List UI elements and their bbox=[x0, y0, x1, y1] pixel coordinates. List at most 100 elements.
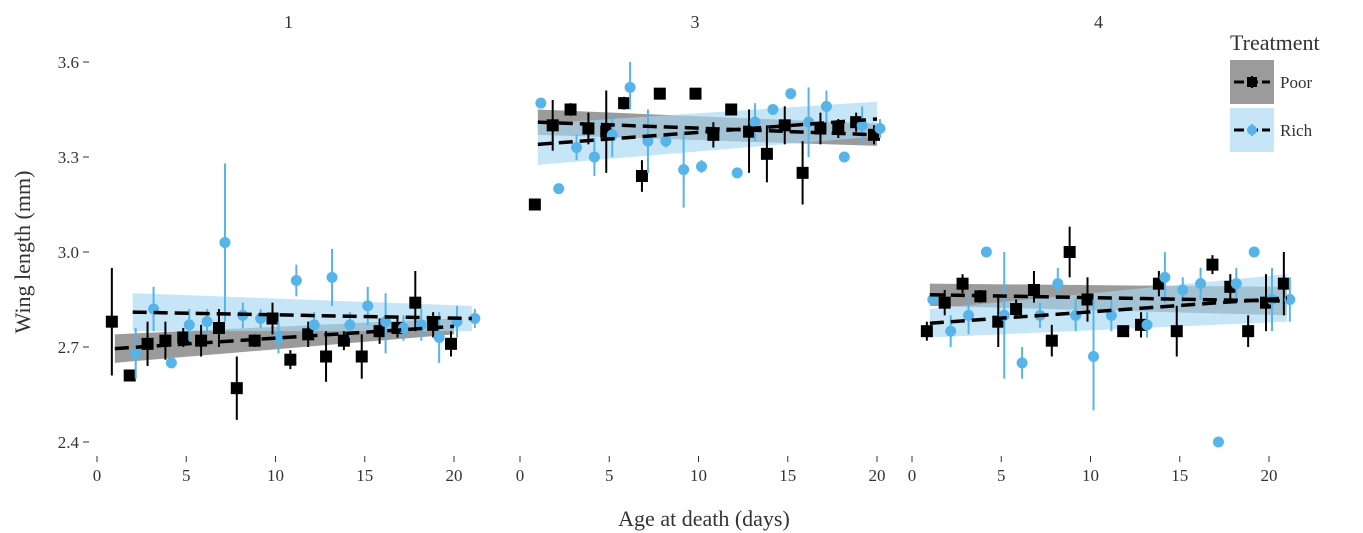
data-point-rich bbox=[838, 151, 850, 163]
fit-line-rich bbox=[132, 310, 472, 321]
data-point-rich bbox=[290, 275, 302, 286]
data-point-rich bbox=[588, 151, 600, 163]
x-tick-label: 15 bbox=[779, 466, 796, 485]
data-point-rich bbox=[696, 161, 707, 172]
x-tick-label: 20 bbox=[1261, 466, 1278, 485]
fit-line-poor bbox=[114, 324, 455, 351]
data-point-rich bbox=[273, 332, 284, 343]
data-point-poor bbox=[337, 334, 350, 347]
data-point-poor bbox=[760, 147, 773, 160]
data-point-rich bbox=[927, 294, 939, 305]
x-tick-label: 5 bbox=[997, 466, 1006, 485]
data-point-rich bbox=[201, 316, 213, 328]
data-point-rich bbox=[344, 319, 356, 331]
data-point-poor bbox=[778, 119, 791, 132]
data-point-rich bbox=[183, 319, 195, 331]
data-point-rich bbox=[469, 313, 481, 324]
data-point-rich bbox=[785, 88, 797, 100]
data-point-poor bbox=[689, 87, 702, 100]
data-point-poor bbox=[212, 322, 225, 334]
data-point-poor bbox=[832, 122, 845, 135]
legend-key-marker-poor bbox=[1247, 77, 1257, 87]
data-point-poor bbox=[920, 325, 933, 338]
data-point-rich bbox=[660, 135, 672, 147]
data-point-rich bbox=[1212, 436, 1224, 448]
x-tick-label: 5 bbox=[182, 466, 191, 485]
data-point-poor bbox=[230, 382, 243, 395]
y-tick-label: 3.3 bbox=[58, 148, 79, 167]
data-point-poor bbox=[653, 87, 666, 100]
data-point-poor bbox=[1242, 325, 1255, 338]
data-point-rich bbox=[130, 347, 142, 359]
x-tick-label: 20 bbox=[869, 466, 886, 485]
legend-label-rich: Rich bbox=[1280, 121, 1313, 140]
data-point-rich bbox=[945, 325, 957, 337]
data-point-poor bbox=[177, 331, 190, 344]
data-point-rich bbox=[326, 271, 338, 283]
fit-line-poor bbox=[537, 120, 878, 137]
data-point-poor bbox=[248, 334, 261, 347]
data-point-poor bbox=[320, 350, 333, 363]
data-point-poor bbox=[105, 315, 118, 328]
data-point-poor bbox=[1206, 258, 1219, 271]
data-point-rich bbox=[1230, 278, 1242, 290]
y-tick-label: 3.0 bbox=[58, 243, 79, 262]
fit-line-rich bbox=[537, 117, 878, 147]
data-point-poor bbox=[635, 170, 648, 182]
data-point-rich bbox=[553, 183, 565, 195]
data-point-rich bbox=[749, 116, 761, 128]
x-tick-label: 20 bbox=[446, 466, 463, 485]
data-point-rich bbox=[1141, 319, 1153, 331]
data-point-rich bbox=[1284, 294, 1296, 305]
data-point-poor bbox=[1081, 293, 1094, 306]
y-axis-title: Wing length (mm) bbox=[10, 171, 35, 334]
x-tick-label: 10 bbox=[690, 466, 707, 485]
fit-line-rich bbox=[929, 296, 1287, 325]
data-point-poor bbox=[123, 369, 136, 382]
facet-strip-label: 4 bbox=[1094, 12, 1103, 32]
data-point-rich bbox=[308, 319, 320, 331]
confidence-band-rich bbox=[929, 274, 1287, 338]
data-point-rich bbox=[571, 142, 583, 153]
facet-strip-label: 3 bbox=[691, 12, 700, 32]
data-point-rich bbox=[767, 104, 779, 115]
data-point-rich bbox=[219, 237, 231, 248]
data-point-poor bbox=[1027, 284, 1040, 296]
data-point-poor bbox=[445, 337, 457, 350]
data-point-rich bbox=[820, 100, 832, 112]
data-point-rich bbox=[980, 246, 992, 258]
data-point-rich bbox=[1195, 278, 1207, 290]
x-tick-label: 10 bbox=[267, 466, 284, 485]
x-tick-label: 15 bbox=[1171, 466, 1188, 485]
data-point-poor bbox=[409, 296, 422, 309]
data-point-rich bbox=[1177, 284, 1189, 296]
data-point-rich bbox=[362, 300, 374, 312]
data-point-poor bbox=[355, 350, 368, 363]
data-point-rich bbox=[165, 357, 177, 369]
facet-strip-label: 1 bbox=[284, 12, 293, 32]
data-point-rich bbox=[963, 309, 975, 321]
data-point-poor bbox=[1010, 303, 1023, 315]
fit-line-poor bbox=[929, 293, 1287, 303]
y-tick-label: 2.7 bbox=[58, 338, 80, 357]
x-axis-title: Age at death (days) bbox=[618, 506, 790, 531]
legend: Treatment Poor Rich bbox=[1230, 30, 1320, 152]
data-point-rich bbox=[1105, 309, 1117, 321]
x-tick-label: 5 bbox=[605, 466, 614, 485]
data-point-poor bbox=[528, 198, 541, 211]
data-point-poor bbox=[1170, 325, 1183, 338]
data-point-poor bbox=[564, 103, 577, 116]
data-point-rich bbox=[1016, 357, 1028, 369]
data-point-poor bbox=[796, 166, 809, 179]
x-tick-label: 10 bbox=[1082, 466, 1099, 485]
data-point-poor bbox=[1045, 334, 1058, 347]
data-point-rich bbox=[642, 135, 654, 147]
data-point-poor bbox=[938, 296, 951, 309]
data-point-poor bbox=[195, 334, 208, 347]
x-tick-label: 0 bbox=[516, 466, 525, 485]
y-tick-label: 3.6 bbox=[58, 53, 79, 72]
x-tick-label: 15 bbox=[356, 466, 373, 485]
x-tick-label: 0 bbox=[908, 466, 917, 485]
data-point-rich bbox=[678, 164, 690, 176]
